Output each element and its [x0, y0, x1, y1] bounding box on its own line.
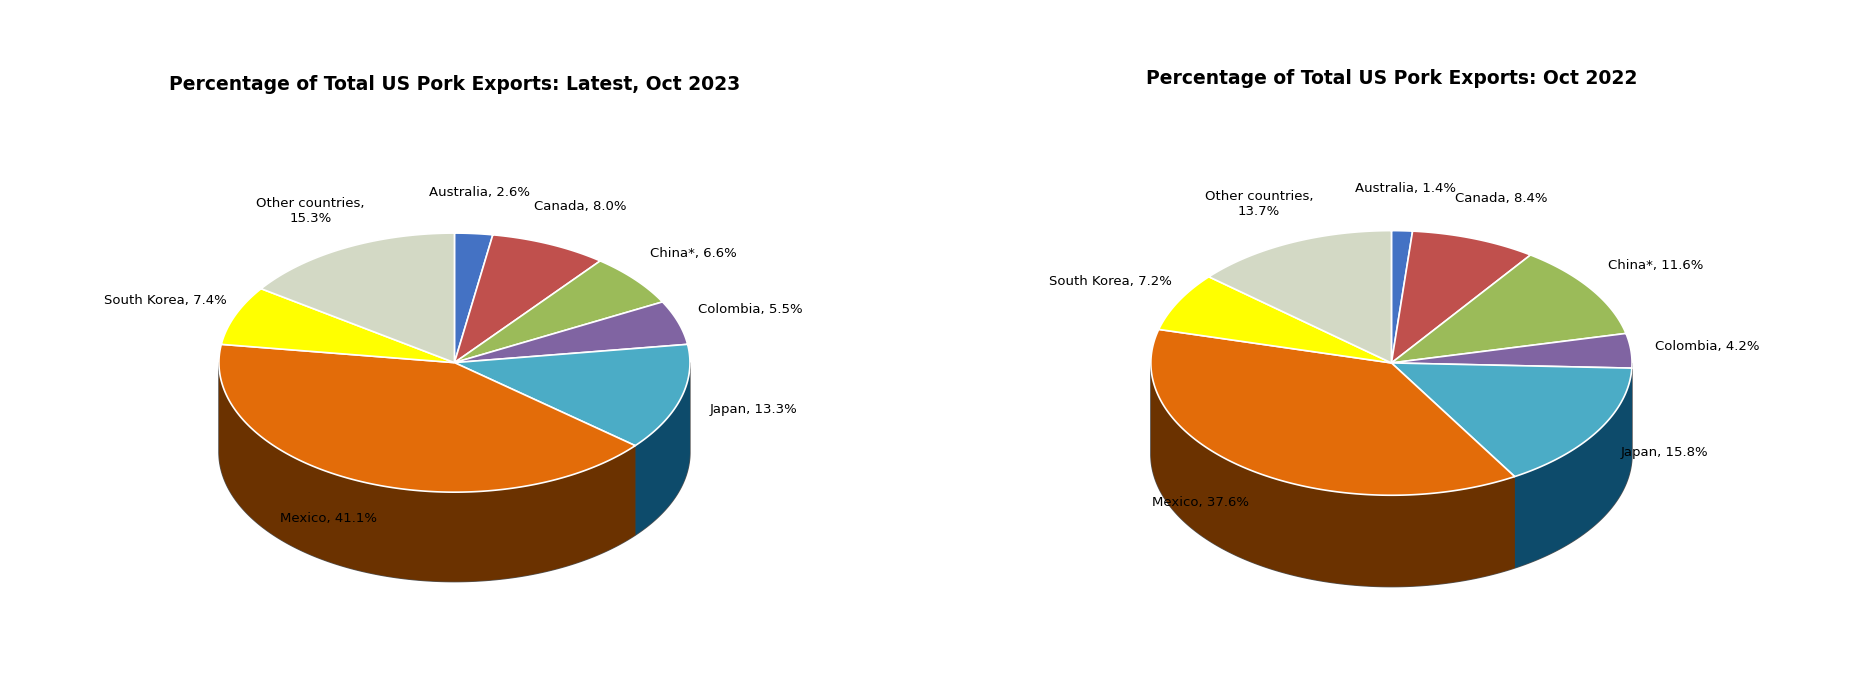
Polygon shape	[1390, 363, 1513, 568]
Text: Australia, 1.4%: Australia, 1.4%	[1354, 182, 1455, 195]
Text: Japan, 13.3%: Japan, 13.3%	[710, 403, 796, 416]
Title: Percentage of Total US Pork Exports: Oct 2022: Percentage of Total US Pork Exports: Oct…	[1144, 70, 1637, 89]
Polygon shape	[1390, 333, 1631, 368]
Polygon shape	[453, 302, 687, 362]
Title: Percentage of Total US Pork Exports: Latest, Oct 2023: Percentage of Total US Pork Exports: Lat…	[169, 75, 740, 93]
Polygon shape	[219, 362, 689, 582]
Polygon shape	[1390, 363, 1513, 568]
Text: Other countries,
13.7%: Other countries, 13.7%	[1204, 190, 1313, 218]
Polygon shape	[1390, 363, 1631, 459]
Polygon shape	[1158, 277, 1390, 363]
Text: China*, 11.6%: China*, 11.6%	[1607, 259, 1703, 273]
Text: Colombia, 4.2%: Colombia, 4.2%	[1654, 340, 1759, 353]
Polygon shape	[221, 289, 453, 362]
Text: Colombia, 5.5%: Colombia, 5.5%	[697, 303, 802, 316]
Polygon shape	[1390, 363, 1631, 459]
Polygon shape	[1150, 330, 1513, 496]
Polygon shape	[219, 362, 635, 582]
Text: South Korea, 7.4%: South Korea, 7.4%	[103, 293, 227, 307]
Polygon shape	[1150, 363, 1513, 587]
Text: Mexico, 41.1%: Mexico, 41.1%	[279, 512, 376, 526]
Text: Japan, 15.8%: Japan, 15.8%	[1620, 445, 1708, 459]
Polygon shape	[635, 362, 689, 535]
Polygon shape	[1513, 368, 1631, 568]
Text: Australia, 2.6%: Australia, 2.6%	[429, 185, 530, 199]
Polygon shape	[453, 344, 689, 445]
Polygon shape	[260, 233, 455, 362]
Polygon shape	[1390, 231, 1412, 363]
Polygon shape	[453, 261, 663, 362]
Polygon shape	[453, 362, 635, 535]
Text: China*, 6.6%: China*, 6.6%	[650, 247, 736, 259]
Polygon shape	[1208, 231, 1390, 363]
Polygon shape	[1150, 363, 1631, 587]
Text: Canada, 8.0%: Canada, 8.0%	[534, 200, 626, 213]
Text: Other countries,
15.3%: Other countries, 15.3%	[257, 197, 365, 225]
Polygon shape	[453, 362, 635, 535]
Polygon shape	[1390, 231, 1530, 363]
Polygon shape	[219, 344, 635, 492]
Polygon shape	[453, 233, 493, 362]
Polygon shape	[1390, 255, 1626, 363]
Text: Mexico, 37.6%: Mexico, 37.6%	[1152, 496, 1249, 509]
Text: Canada, 8.4%: Canada, 8.4%	[1453, 192, 1547, 206]
Text: South Korea, 7.2%: South Korea, 7.2%	[1049, 275, 1171, 289]
Polygon shape	[453, 235, 599, 362]
Polygon shape	[1390, 363, 1631, 477]
